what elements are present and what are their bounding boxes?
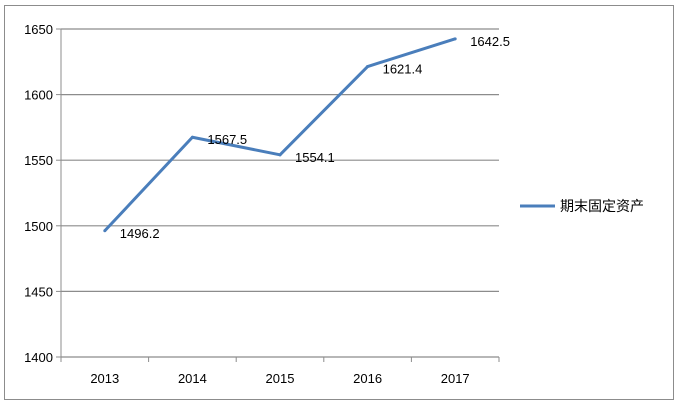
legend: 期末固定资产 bbox=[520, 198, 644, 214]
y-tick-label: 1450 bbox=[24, 284, 53, 299]
data-point bbox=[278, 153, 282, 157]
x-tick-label: 2015 bbox=[266, 371, 295, 386]
data-point bbox=[453, 37, 457, 41]
data-labels: 1496.2 1567.5 1554.1 1621.4 1642.5 bbox=[120, 34, 510, 241]
data-point bbox=[103, 229, 107, 233]
data-point bbox=[366, 65, 370, 69]
x-tick-label: 2017 bbox=[441, 371, 470, 386]
data-label: 1567.5 bbox=[207, 132, 247, 147]
y-tick-label: 1550 bbox=[24, 153, 53, 168]
data-label: 1496.2 bbox=[120, 226, 160, 241]
y-tick-label: 1650 bbox=[24, 22, 53, 37]
x-tick-label: 2013 bbox=[90, 371, 119, 386]
legend-label: 期末固定资产 bbox=[560, 198, 644, 214]
x-tick-label: 2016 bbox=[353, 371, 382, 386]
series-group bbox=[103, 37, 457, 233]
y-axis: 1400 1450 1500 1550 1600 1650 bbox=[24, 22, 62, 365]
x-axis: 2013 2014 2015 2016 2017 bbox=[60, 357, 500, 386]
y-tick-label: 1500 bbox=[24, 219, 53, 234]
y-tick-label: 1400 bbox=[24, 350, 53, 365]
y-tick-label: 1600 bbox=[24, 88, 53, 103]
gridlines bbox=[61, 28, 499, 358]
data-label: 1621.4 bbox=[383, 62, 423, 77]
chart-frame bbox=[4, 5, 674, 400]
x-tick-label: 2014 bbox=[178, 371, 207, 386]
data-point bbox=[190, 135, 194, 139]
data-label: 1554.1 bbox=[295, 150, 335, 165]
data-label: 1642.5 bbox=[470, 34, 510, 49]
